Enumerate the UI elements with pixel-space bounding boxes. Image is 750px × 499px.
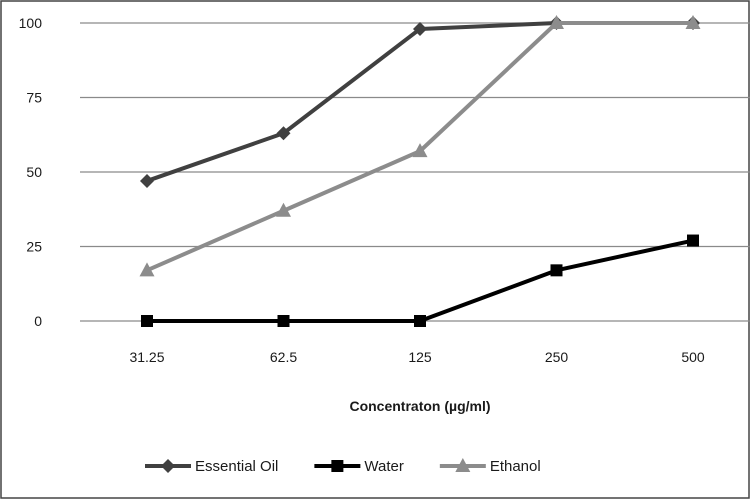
data-point-essential-oil xyxy=(276,126,291,141)
legend: Essential Oil Water Ethanol xyxy=(145,458,541,475)
y-tick-label: 75 xyxy=(26,90,42,106)
series-essential-oil xyxy=(140,16,700,188)
data-point-ethanol xyxy=(139,262,155,277)
x-tick-label: 250 xyxy=(545,349,569,365)
y-tick-label: 50 xyxy=(26,164,42,180)
data-point-essential-oil xyxy=(140,173,154,188)
data-point-water xyxy=(414,315,426,327)
legend-item-essential-oil: Essential Oil xyxy=(145,458,278,475)
data-point-water xyxy=(141,315,153,327)
x-axis-title: Concentraton (µg/ml) xyxy=(349,398,490,414)
x-tick-label: 62.5 xyxy=(270,349,297,365)
data-point-water xyxy=(687,234,699,247)
data-point-essential-oil xyxy=(413,21,427,36)
y-tick-label: 25 xyxy=(26,239,42,255)
series-line-essential-oil xyxy=(146,21,693,183)
x-tick-label: 500 xyxy=(681,349,705,365)
legend-marker-ethanol xyxy=(455,458,471,472)
data-point-ethanol xyxy=(412,143,428,158)
legend-item-ethanol: Ethanol xyxy=(439,458,541,475)
legend-label: Water xyxy=(364,458,403,475)
data-point-ethanol xyxy=(549,15,564,29)
data-point-ethanol xyxy=(276,202,291,217)
series-water xyxy=(141,234,699,327)
legend-marker-essential-oil xyxy=(161,459,175,473)
series-group xyxy=(139,15,701,327)
y-tick-labels: 0 25 50 75 100 xyxy=(19,15,43,329)
data-point-ethanol xyxy=(685,15,701,29)
y-tick-label: 0 xyxy=(34,313,42,329)
legend-label: Ethanol xyxy=(490,458,541,475)
data-point-water xyxy=(277,315,290,327)
x-tick-label: 31.25 xyxy=(129,349,164,365)
x-tick-labels: 31.25 62.5 125 250 500 xyxy=(129,349,704,365)
legend-label: Essential Oil xyxy=(195,458,278,475)
series-line-water xyxy=(147,238,694,323)
legend-marker-water xyxy=(331,460,344,472)
gridlines xyxy=(80,22,750,322)
data-point-water xyxy=(550,264,563,277)
legend-item-water: Water xyxy=(314,458,404,475)
series-ethanol xyxy=(139,15,701,277)
x-tick-label: 125 xyxy=(408,349,432,365)
y-tick-label: 100 xyxy=(19,15,43,31)
